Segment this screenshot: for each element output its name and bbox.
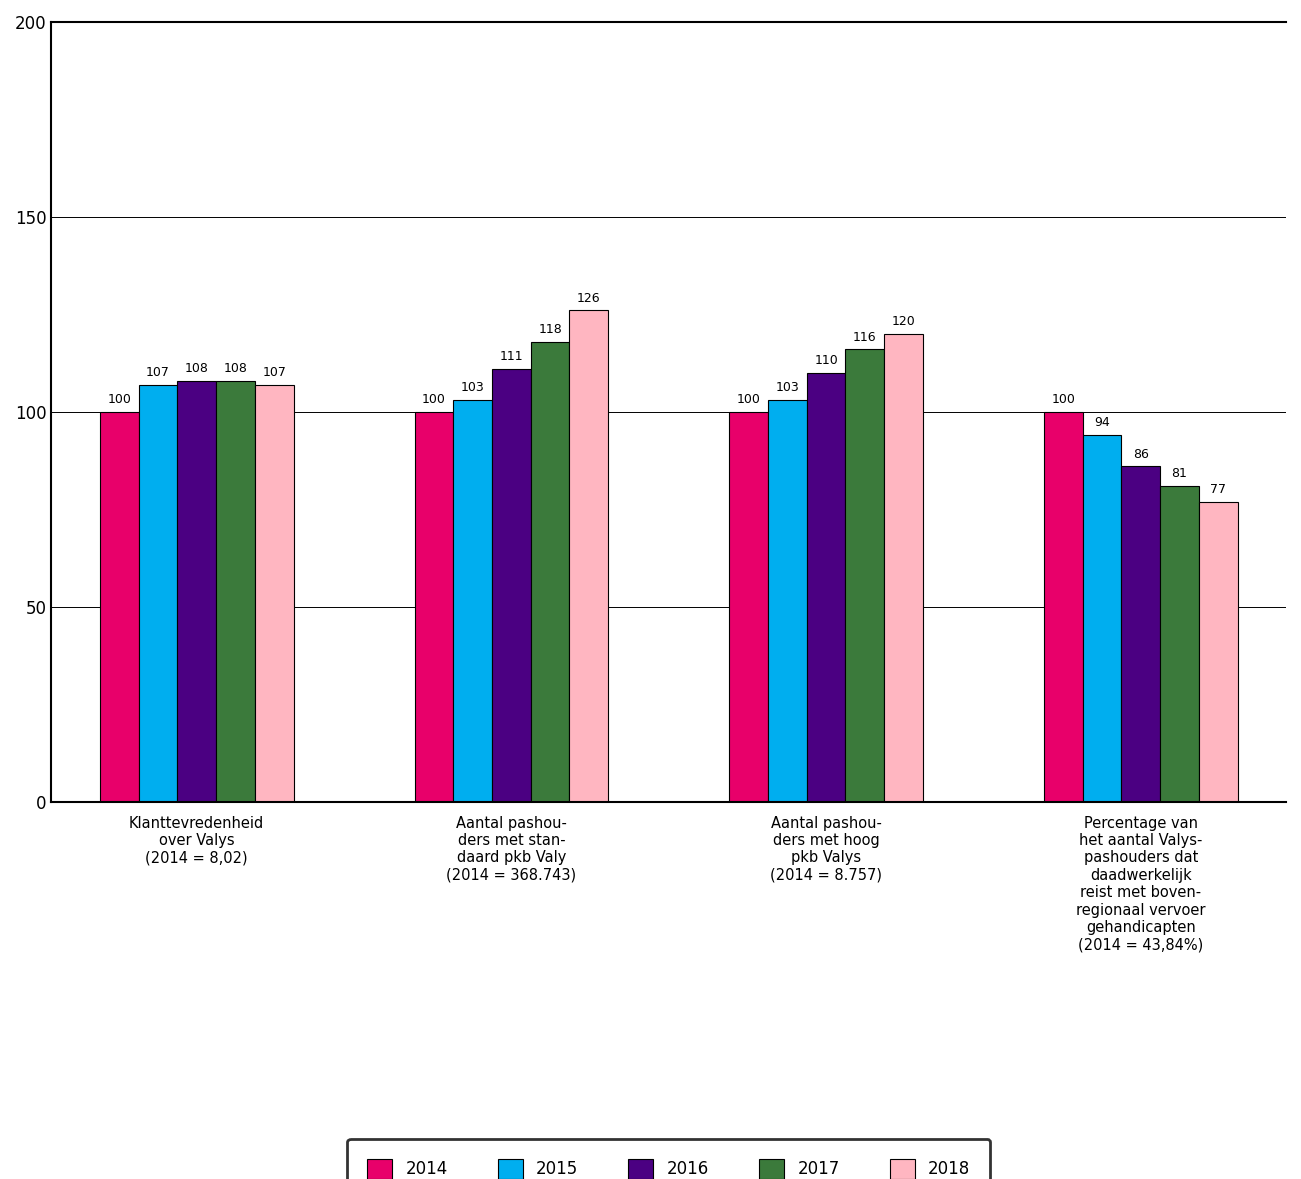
Bar (846, 349, 885, 802)
Text: 103: 103 (461, 381, 484, 394)
Bar (730, 411, 768, 802)
Bar (255, 384, 294, 802)
Text: 120: 120 (891, 315, 916, 328)
Bar (885, 334, 922, 802)
Bar (492, 369, 531, 802)
Bar (1043, 411, 1082, 802)
Bar (807, 373, 846, 802)
Bar (139, 384, 177, 802)
Bar (100, 411, 139, 802)
Text: 103: 103 (775, 381, 799, 394)
Bar (216, 381, 255, 802)
Bar (768, 400, 807, 802)
Text: 77: 77 (1210, 482, 1227, 495)
Bar (1198, 501, 1237, 802)
Legend: 2014, 2015, 2016, 2017, 2018: 2014, 2015, 2016, 2017, 2018 (347, 1139, 990, 1179)
Text: 116: 116 (853, 330, 877, 343)
Text: 107: 107 (146, 365, 170, 378)
Text: 108: 108 (185, 362, 208, 375)
Text: 110: 110 (814, 354, 838, 367)
Text: 111: 111 (500, 350, 523, 363)
Bar (177, 381, 216, 802)
Text: 86: 86 (1133, 448, 1149, 461)
Bar (1082, 435, 1121, 802)
Text: 100: 100 (736, 393, 761, 406)
Text: 94: 94 (1094, 416, 1110, 429)
Bar (453, 400, 492, 802)
Text: 108: 108 (224, 362, 247, 375)
Text: 107: 107 (263, 365, 286, 378)
Text: 118: 118 (539, 323, 562, 336)
Bar (570, 310, 609, 802)
Text: 100: 100 (1051, 393, 1075, 406)
Bar (1160, 486, 1198, 802)
Text: 81: 81 (1172, 467, 1188, 480)
Bar (415, 411, 453, 802)
Text: 100: 100 (422, 393, 446, 406)
Text: 100: 100 (107, 393, 131, 406)
Bar (1121, 467, 1160, 802)
Bar (531, 342, 570, 802)
Text: 126: 126 (578, 291, 601, 304)
